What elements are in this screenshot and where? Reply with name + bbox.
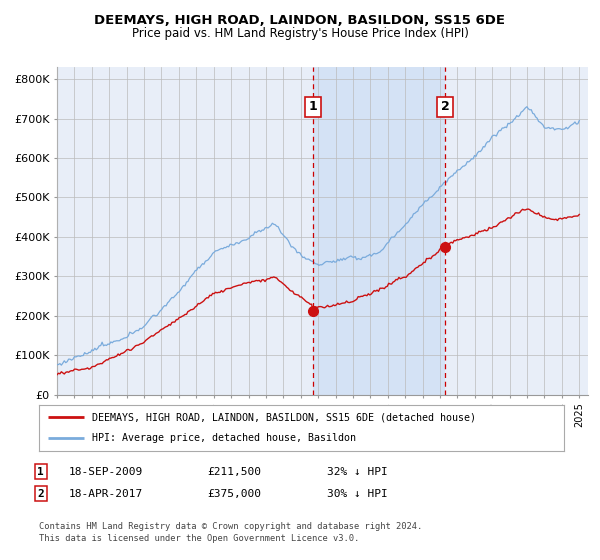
Text: Price paid vs. HM Land Registry's House Price Index (HPI): Price paid vs. HM Land Registry's House …: [131, 27, 469, 40]
Text: 1: 1: [37, 466, 44, 477]
Text: DEEMAYS, HIGH ROAD, LAINDON, BASILDON, SS15 6DE (detached house): DEEMAYS, HIGH ROAD, LAINDON, BASILDON, S…: [91, 412, 476, 422]
Text: 18-APR-2017: 18-APR-2017: [69, 489, 143, 499]
Bar: [313, 67, 445, 395]
Text: £211,500: £211,500: [207, 466, 261, 477]
Text: 30% ↓ HPI: 30% ↓ HPI: [327, 489, 388, 499]
Text: 1: 1: [309, 100, 317, 113]
Text: 32% ↓ HPI: 32% ↓ HPI: [327, 466, 388, 477]
Text: 18-SEP-2009: 18-SEP-2009: [69, 466, 143, 477]
Text: 2: 2: [441, 100, 449, 113]
Text: Contains HM Land Registry data © Crown copyright and database right 2024.
This d: Contains HM Land Registry data © Crown c…: [39, 522, 422, 543]
Text: £375,000: £375,000: [207, 489, 261, 499]
Text: DEEMAYS, HIGH ROAD, LAINDON, BASILDON, SS15 6DE: DEEMAYS, HIGH ROAD, LAINDON, BASILDON, S…: [95, 14, 505, 27]
Text: HPI: Average price, detached house, Basildon: HPI: Average price, detached house, Basi…: [91, 433, 355, 444]
Text: 2: 2: [37, 489, 44, 499]
